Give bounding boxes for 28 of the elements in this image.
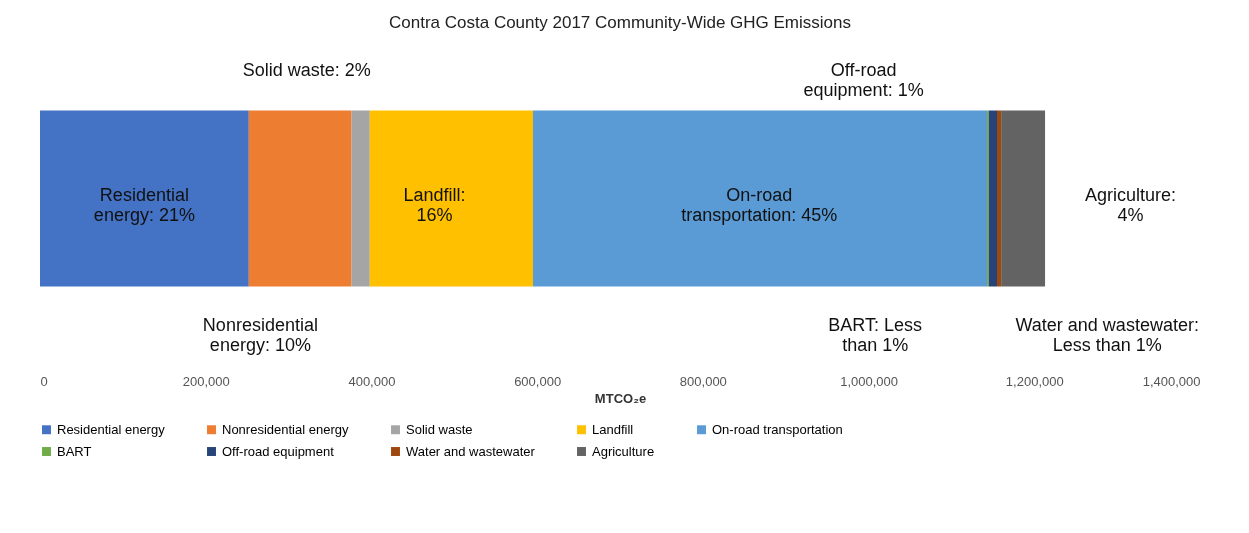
x-tick-label: 1,200,000 xyxy=(1005,373,1064,389)
text: BART: Less than 1% xyxy=(828,315,923,355)
legend-label: Water and wastewater xyxy=(406,443,536,459)
legend-label: Off-road equipment xyxy=(222,443,335,459)
legend-label: Residential energy xyxy=(57,421,166,437)
legend-label: BART xyxy=(57,443,92,459)
x-tick-label: 0 xyxy=(40,373,48,389)
text: Water and wastewater: Less than 1% xyxy=(1015,315,1199,355)
annotation: Agriculture: 4% xyxy=(1084,185,1176,225)
legend-label: Agriculture xyxy=(592,443,655,459)
chart-title: Contra Costa County 2017 Community-Wide GHG Emissions xyxy=(389,13,851,32)
legend-label: On-road transportation xyxy=(712,421,843,437)
x-tick-label: 1,400,000 xyxy=(1142,373,1201,389)
text: Nonresidential energy: 10% xyxy=(202,315,318,355)
x-axis-title: MTCO₂e xyxy=(594,390,647,406)
annotation: On-road transportation: 45% xyxy=(681,185,838,225)
text: Solid waste: 2% xyxy=(242,60,371,80)
x-tick-label: 800,000 xyxy=(679,373,727,389)
x-tick-label: 400,000 xyxy=(348,373,396,389)
x-tick-label: 1,000,000 xyxy=(840,373,898,389)
legend-label: Landfill xyxy=(592,421,634,437)
text: Off-road equipment: 1% xyxy=(803,60,924,100)
legend-label: Solid waste xyxy=(406,421,473,437)
x-tick-label: 200,000 xyxy=(182,373,230,389)
legend-label: Nonresidential energy xyxy=(222,421,349,437)
annotation: Landfill: 16% xyxy=(403,185,466,225)
annotation: Residential energy: 21% xyxy=(93,185,195,225)
x-tick-label: 600,000 xyxy=(514,373,562,389)
